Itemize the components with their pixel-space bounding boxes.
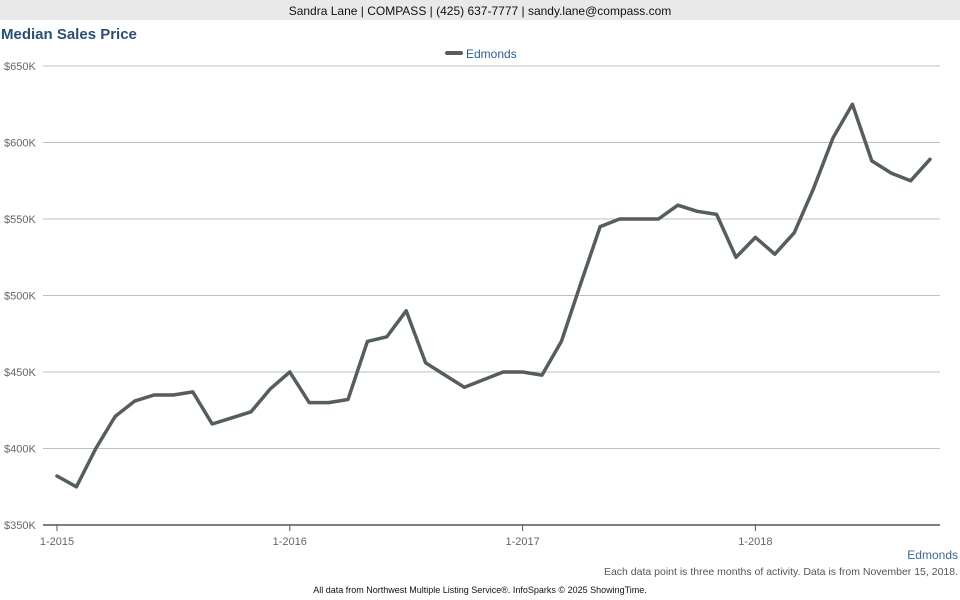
data-point [812,186,816,190]
data-point [889,171,893,175]
data-point [230,416,234,420]
data-point [74,485,78,489]
x-tick-label: 1-2015 [40,536,74,548]
data-point [191,390,195,394]
data-point [928,157,932,161]
data-point [695,209,699,213]
data-point [559,339,563,343]
data-point [850,102,854,106]
data-point [501,370,505,374]
data-point [385,335,389,339]
contact-text: Sandra Lane | COMPASS | (425) 637-7777 |… [288,4,672,18]
data-point [94,447,98,450]
y-tick-label: $500K [4,291,36,303]
footer-source: All data from Northwest Multiple Listing… [313,585,647,595]
y-tick-label: $650K [4,61,36,73]
data-point [307,401,311,405]
data-point [831,136,835,140]
data-point [792,231,796,235]
data-point [443,373,447,377]
data-point [715,212,719,216]
legend-label[interactable]: Edmonds [466,47,517,61]
x-tick-label: 1-2016 [273,536,307,548]
data-point [734,255,738,259]
data-point [171,393,175,397]
y-tick-label: $550K [4,214,36,226]
y-tick-label: $450K [4,367,36,379]
legend[interactable]: Edmonds [445,47,517,61]
series-layer [55,102,932,489]
data-point [482,378,486,382]
data-point [365,339,369,343]
data-point [55,474,59,478]
axes: $350K $400K $450K $500K $550K $600K $650K 1-201… [4,61,940,548]
data-point [462,385,466,389]
data-point [773,252,777,256]
data-point [404,309,408,313]
data-point [870,159,874,163]
data-point [113,414,117,418]
data-point [637,217,641,221]
y-tick-label: $350K [4,520,36,532]
data-point [249,410,253,414]
data-point [540,373,544,377]
y-tick-label: $600K [4,138,36,150]
data-point [753,235,757,239]
data-point [152,393,156,397]
data-point [656,217,660,221]
data-point [909,179,913,183]
line-chart: $350K $400K $450K $500K $550K $600K $650K 1-201… [4,47,940,548]
data-point [579,281,583,285]
data-point [210,422,214,426]
data-point [327,401,331,405]
data-point [598,225,602,229]
data-point [521,370,525,374]
gridlines [43,65,940,449]
data-point [288,370,292,374]
contact-banner: Sandra Lane | COMPASS | (425) 637-7777 |… [0,0,960,20]
x-tick-label: 1-2017 [505,536,539,548]
chart-title: Median Sales Price [1,26,137,43]
data-point [346,398,350,402]
y-tick-label: $400K [4,444,36,456]
data-point [133,399,137,403]
data-point [424,361,428,365]
footer-note: Each data point is three months of activ… [603,566,958,578]
data-point [268,387,272,391]
data-point [618,217,622,221]
series-line-edmonds [55,102,932,489]
data-point [676,203,680,207]
footer-series-label: Edmonds [907,548,958,562]
x-tick-label: 1-2018 [738,536,772,548]
